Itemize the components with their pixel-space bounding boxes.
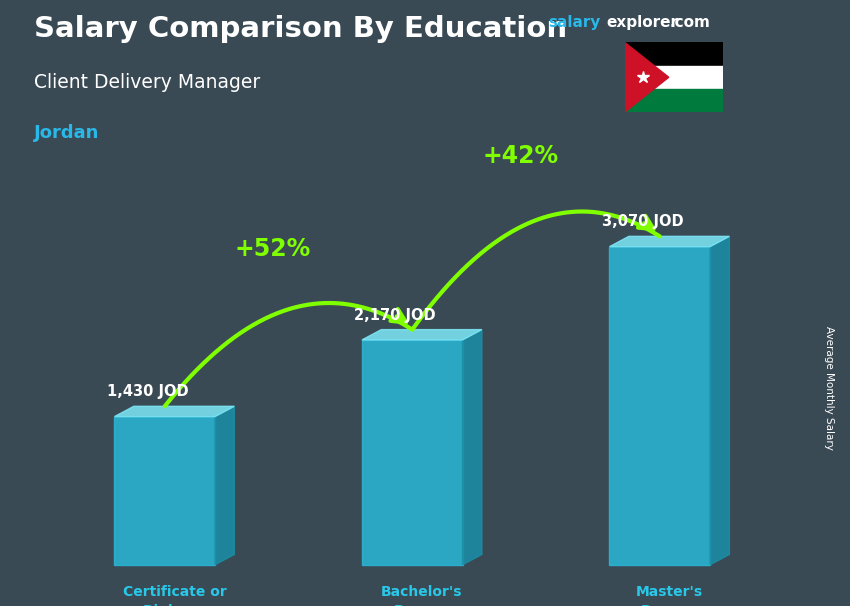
Text: Jordan: Jordan [34, 124, 99, 142]
Text: 1,430 JOD: 1,430 JOD [107, 384, 189, 399]
Polygon shape [115, 406, 235, 416]
Polygon shape [115, 416, 215, 565]
Text: Certificate or
Diploma: Certificate or Diploma [122, 585, 226, 606]
Polygon shape [362, 330, 482, 340]
Text: Salary Comparison By Education: Salary Comparison By Education [34, 15, 567, 43]
Text: Client Delivery Manager: Client Delivery Manager [34, 73, 260, 92]
Polygon shape [215, 406, 235, 565]
Polygon shape [362, 340, 462, 565]
Text: salary: salary [548, 15, 601, 30]
Text: 2,170 JOD: 2,170 JOD [354, 308, 436, 323]
Text: +52%: +52% [235, 237, 311, 261]
Text: Master's
Degree: Master's Degree [636, 585, 703, 606]
Text: Bachelor's
Degree: Bachelor's Degree [381, 585, 462, 606]
Text: 3,070 JOD: 3,070 JOD [602, 215, 683, 230]
Polygon shape [625, 42, 669, 112]
Polygon shape [609, 247, 710, 565]
Polygon shape [609, 236, 729, 247]
Polygon shape [462, 330, 482, 565]
Polygon shape [710, 236, 729, 565]
Text: Average Monthly Salary: Average Monthly Salary [824, 326, 834, 450]
Bar [625, 89, 722, 112]
Text: .com: .com [670, 15, 711, 30]
Text: +42%: +42% [483, 144, 558, 168]
Text: explorer: explorer [606, 15, 678, 30]
Bar [625, 65, 722, 89]
Bar [625, 42, 722, 65]
